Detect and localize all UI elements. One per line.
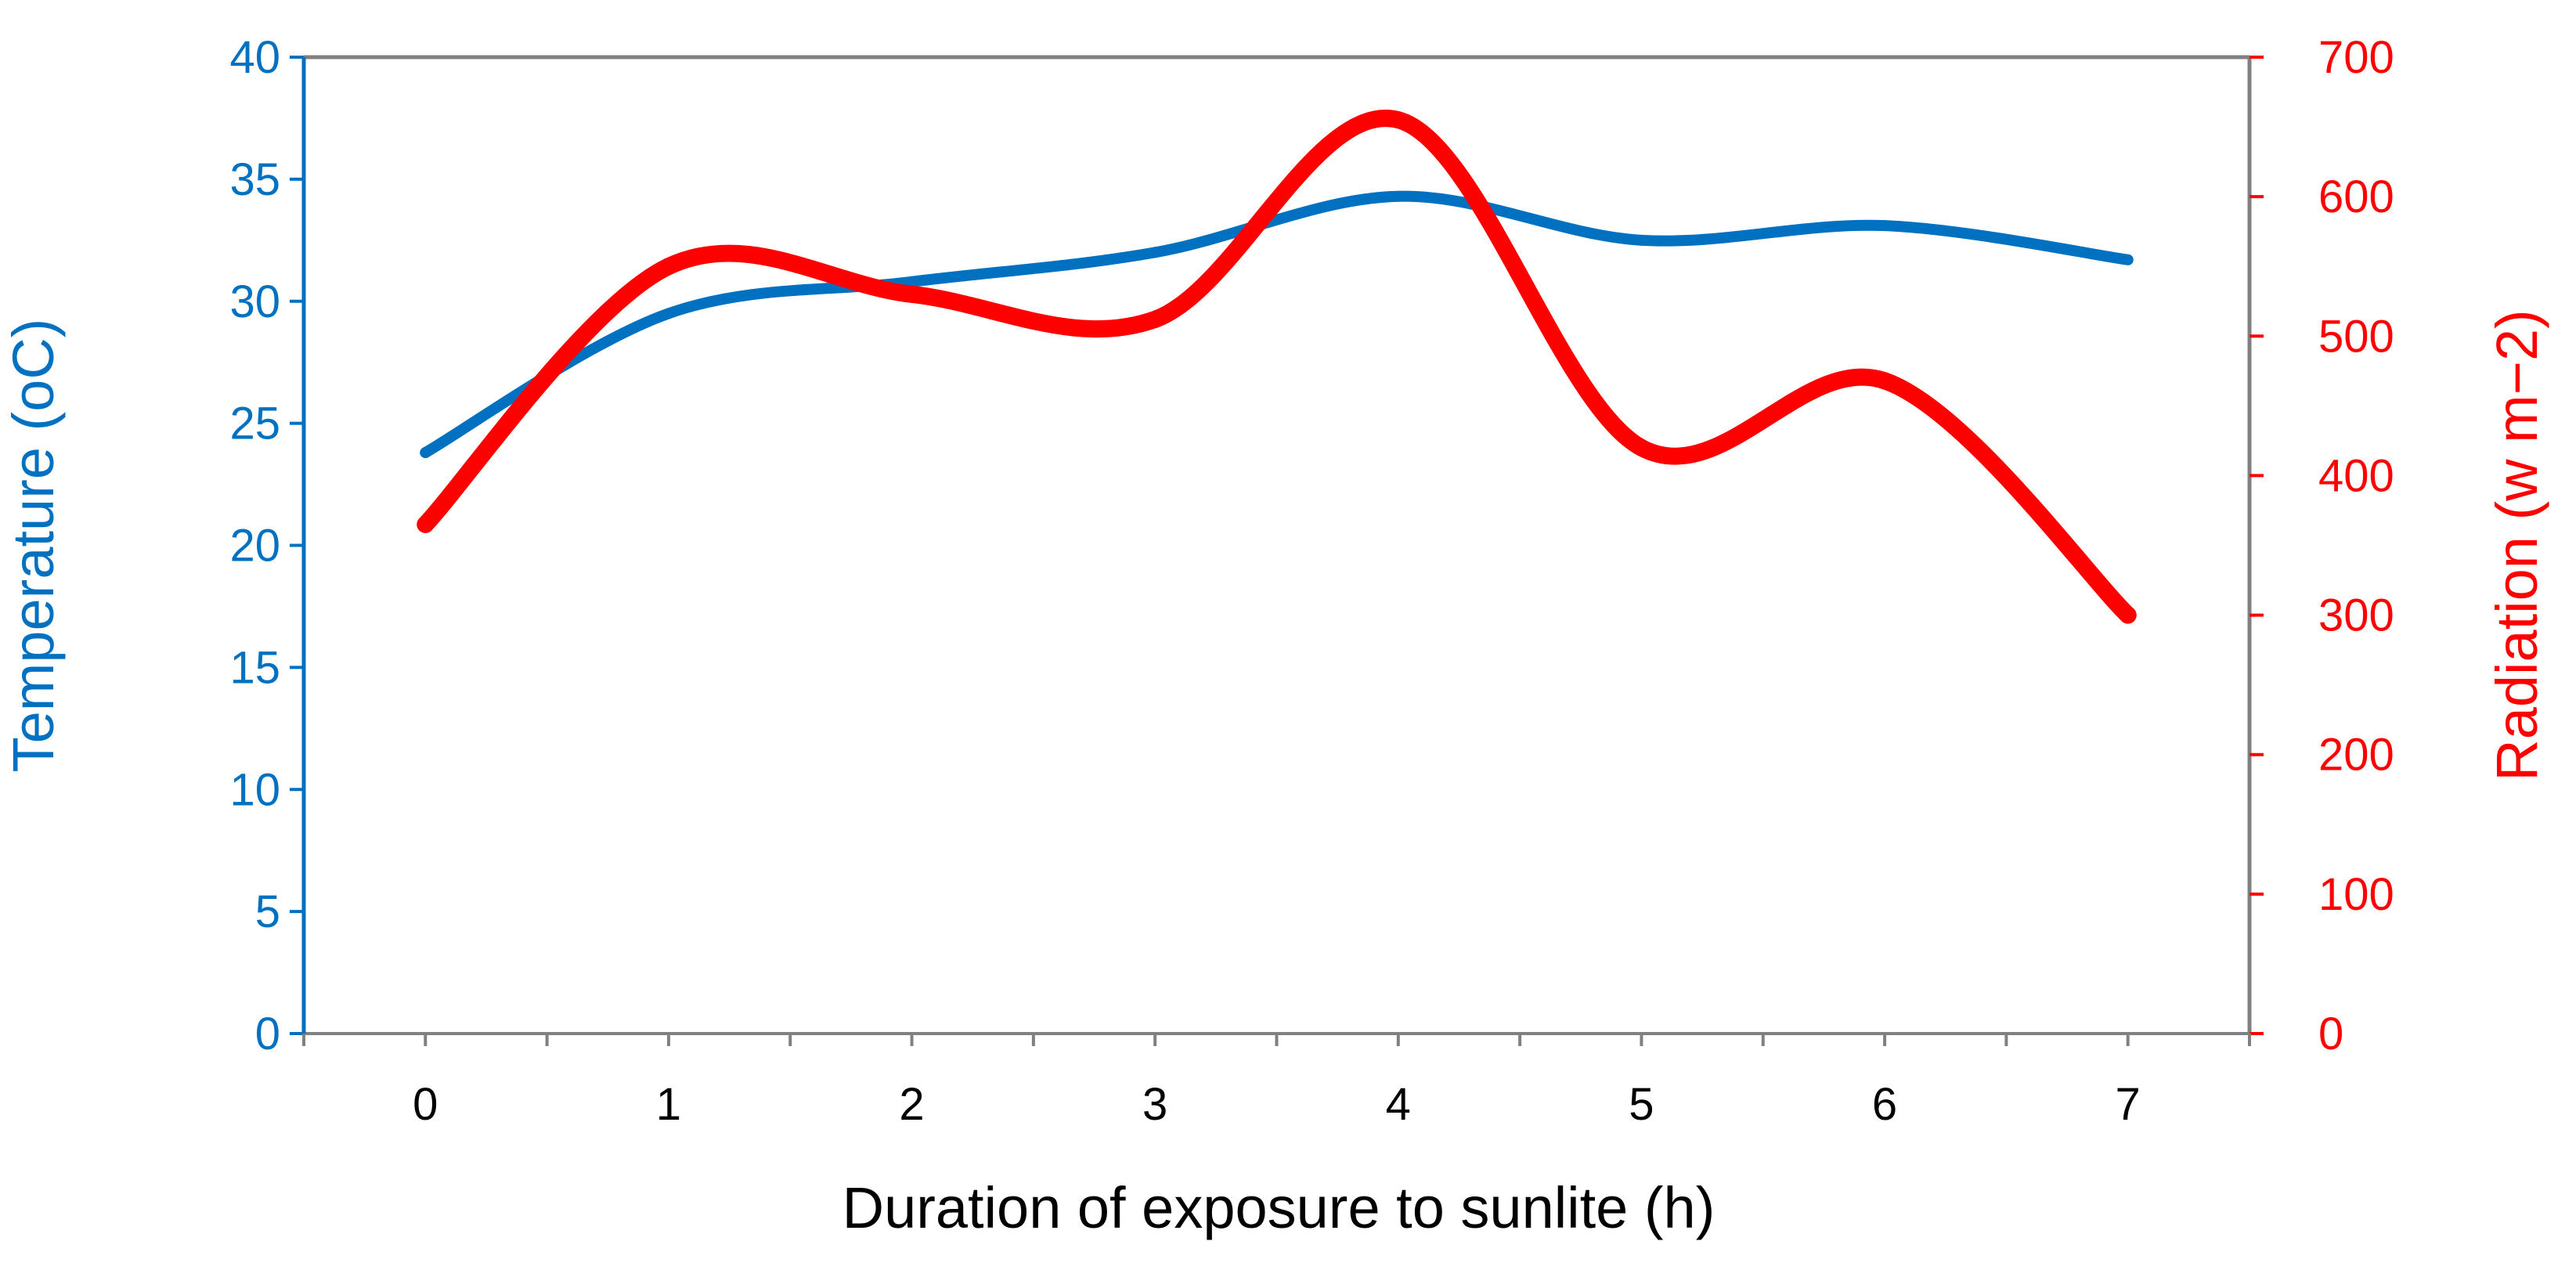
x-tick-label: 7 [2116, 1079, 2141, 1130]
radiation-data-point [659, 258, 677, 276]
right-y-tick-label: 400 [2318, 450, 2394, 501]
x-tick-label: 1 [656, 1079, 681, 1130]
radiation-data-point [1633, 438, 1651, 456]
left-y-tick-label: 40 [229, 32, 280, 83]
temperature-data-point [1636, 234, 1647, 246]
right-y-tick-label: 500 [2318, 311, 2394, 362]
x-axis-title: Duration of exposure to sunlite (h) [842, 1175, 1716, 1240]
temperature-data-point [1392, 190, 1404, 202]
left-y-tick-label: 10 [229, 764, 280, 815]
left-y-axis-title: Temperature (oC) [1, 319, 66, 773]
right-y-tick-label: 300 [2318, 590, 2394, 641]
left-y-tick-label: 35 [229, 154, 280, 205]
radiation-data-point [1389, 111, 1407, 129]
left-y-tick-label: 25 [229, 399, 280, 449]
radiation-series-line [417, 110, 2137, 624]
left-y-tick-label: 5 [255, 886, 280, 937]
right-y-tick-label: 200 [2318, 730, 2394, 781]
left-y-tick-label: 30 [229, 276, 280, 327]
x-tick-label: 4 [1386, 1079, 1411, 1130]
right-y-tick-label: 100 [2318, 869, 2394, 920]
x-tick-label: 0 [413, 1079, 438, 1130]
temperature-data-point [2122, 254, 2134, 265]
temperature-series-line [420, 190, 2134, 459]
radiation-data-point [1146, 310, 1164, 328]
temperature-data-point [420, 447, 431, 459]
temperature-data-point [662, 308, 674, 319]
left-y-tick-label: 15 [229, 642, 280, 693]
right-y-axis-title: Radiation (w m−2) [2484, 309, 2549, 781]
radiation-data-point [903, 285, 921, 303]
radiation-data-point [1876, 372, 1894, 390]
x-tick-label: 6 [1872, 1079, 1897, 1130]
left-y-tick-label: 0 [255, 1009, 280, 1059]
x-tick-label: 2 [899, 1079, 924, 1130]
right-y-tick-label: 0 [2318, 1009, 2343, 1059]
x-tick-label: 5 [1629, 1079, 1654, 1130]
x-tick-label: 3 [1142, 1079, 1167, 1130]
right-y-tick-label: 700 [2318, 32, 2394, 83]
temperature-data-point [906, 276, 918, 287]
left-y-tick-label: 20 [229, 521, 280, 572]
right-y-tick-label: 600 [2318, 171, 2394, 222]
radiation-data-point [2119, 606, 2137, 624]
temperature-data-point [1149, 247, 1161, 258]
radiation-data-point [417, 515, 435, 533]
temperature-data-point [1879, 220, 1891, 232]
